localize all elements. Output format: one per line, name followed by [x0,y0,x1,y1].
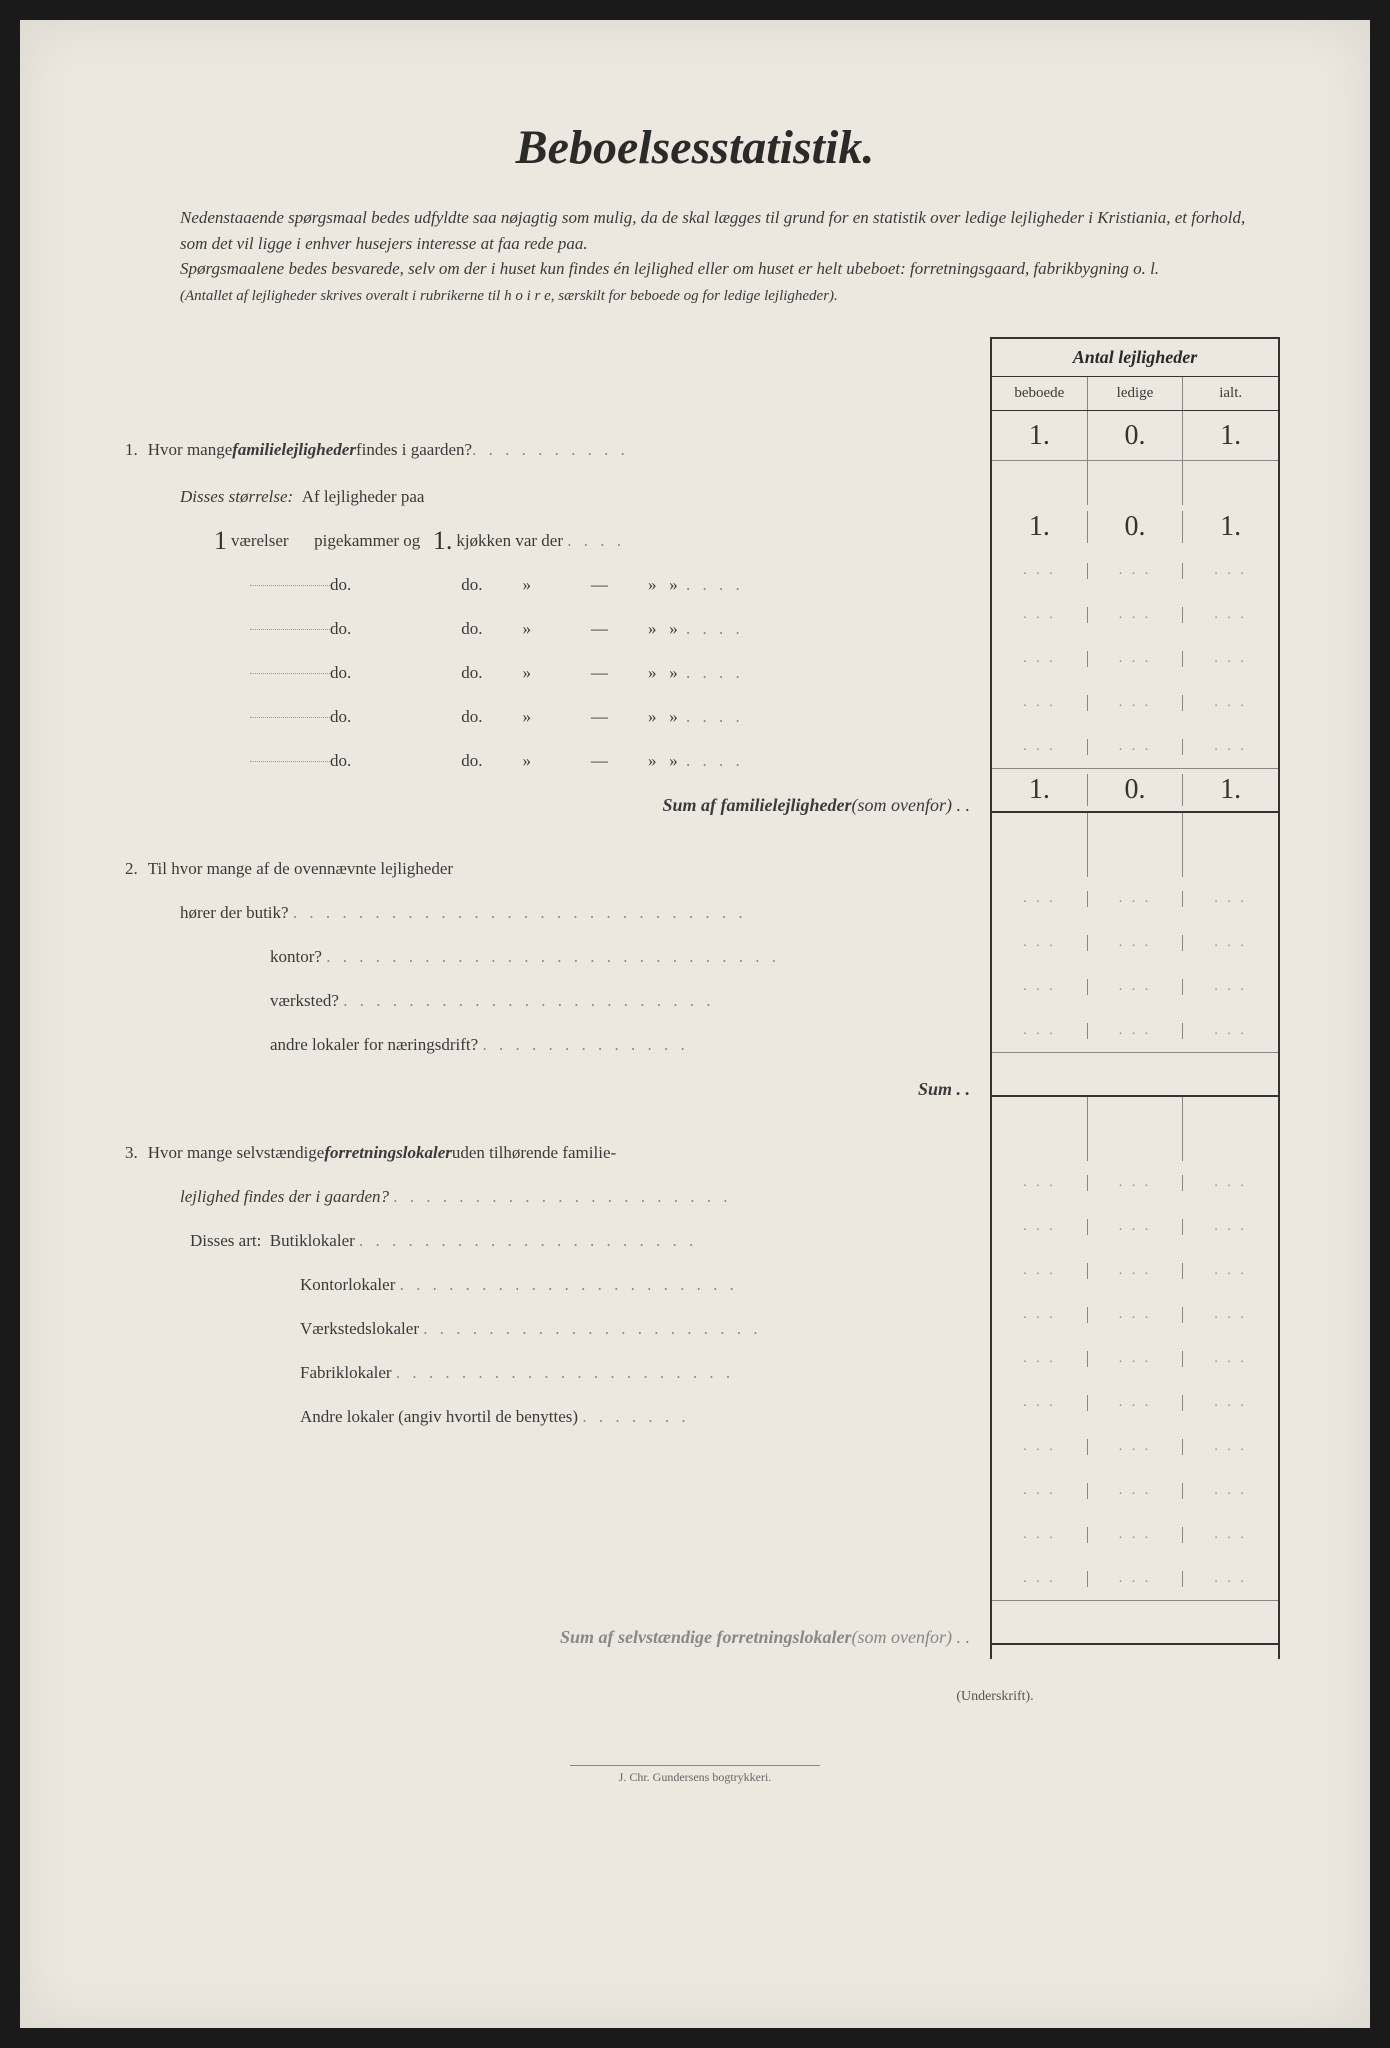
col-ledige: ledige [1088,377,1184,410]
q2-butik: hører der butik? . . . . . . . . . . . .… [110,891,980,935]
signature-label: (Underskrift). [710,1689,1280,1705]
document-page: Beboelsesstatistik. Nedenstaaende spørgs… [20,20,1370,2028]
r-do5: . . .. . .. . . [992,725,1278,769]
q3-blank3 [110,1527,980,1571]
r-do4: . . .. . .. . . [992,681,1278,725]
q1-disses: Disses størrelse: Af lejligheder paa [110,475,980,519]
r-q3-sp [992,1097,1278,1161]
r-q2-sum [992,1053,1278,1097]
r-q3-b2: . . .. . .. . . [992,1469,1278,1513]
q2-andre: andre lokaler for næringsdrift? . . . . … [110,1023,980,1067]
q2-sum: Sum . . [110,1067,980,1111]
intro-p2: Spørgsmaalene bedes besvarede, selv om d… [180,259,1159,278]
form-table: 1. Hvor mange familielejligheder findes … [110,337,1280,1659]
q1-sum: Sum af familielejligheder (som ovenfor) … [110,783,980,827]
r-q2-sp [992,813,1278,877]
q3-vaerksted: Værkstedslokaler . . . . . . . . . . . .… [110,1307,980,1351]
page-title: Beboelsesstatistik. [110,120,1280,175]
q3-blank4 [110,1571,980,1615]
q1-do5: do. do. » — » » . . . . [110,739,980,783]
r-q3-2: . . .. . .. . . [992,1205,1278,1249]
counts-column: Antal lejligheder beboede ledige ialt. 1… [990,337,1280,1659]
q1-row1: 1 værelser pigekammer og 1. kjøkken var … [110,519,980,563]
intro-p1: Nedenstaaende spørgsmaal bedes udfyldte … [180,208,1245,253]
col-beboede: beboede [992,377,1088,410]
r-do3: . . .. . .. . . [992,637,1278,681]
q1-do2: do. do. » — » » . . . . [110,607,980,651]
r-q3-b4: . . .. . .. . . [992,1557,1278,1601]
r-q3-5: . . .. . .. . . [992,1337,1278,1381]
q3-andre: Andre lokaler (angiv hvortil de benyttes… [110,1395,980,1439]
questions-column: 1. Hvor mange familielejligheder findes … [110,337,990,1659]
q1-do1: do. do. » — » » . . . . [110,563,980,607]
col-header-main: Antal lejligheder [992,339,1278,377]
intro-paragraph: Nedenstaaende spørgsmaal bedes udfyldte … [110,205,1280,307]
r-q3-sum [992,1601,1278,1645]
printer-credit: J. Chr. Gundersens bogtrykkeri. [570,1765,820,1785]
r-q3-b1: . . .. . .. . . [992,1425,1278,1469]
q2-vaerksted: værksted? . . . . . . . . . . . . . . . … [110,979,980,1023]
r-q1-2: 1. 0. 1. [992,505,1278,549]
r-q2-1: . . .. . .. . . [992,877,1278,921]
q2-line: 2. Til hvor mange af de ovennævnte lejli… [110,847,980,891]
r-spacer1 [992,461,1278,505]
q3-lejlighed: lejlighed findes der i gaarden? . . . . … [110,1175,980,1219]
q1-line: 1. Hvor mange familielejligheder findes … [110,425,980,475]
r-q3-6: . . .. . .. . . [992,1381,1278,1425]
r-do2: . . .. . .. . . [992,593,1278,637]
r-q1-1: 1. 0. 1. [992,411,1278,461]
q3-sum: Sum af selvstændige forretningslokaler (… [110,1615,980,1659]
col-sub-headers: beboede ledige ialt. [992,377,1278,411]
col-ialt: ialt. [1183,377,1278,410]
r-do1: . . .. . .. . . [992,549,1278,593]
r-q2-2: . . .. . .. . . [992,921,1278,965]
q3-line: 3. Hvor mange selvstændige forretningslo… [110,1131,980,1175]
r-q1-sum: 1. 0. 1. [992,769,1278,813]
r-q3-4: . . .. . .. . . [992,1293,1278,1337]
q3-kontor: Kontorlokaler . . . . . . . . . . . . . … [110,1263,980,1307]
r-q2-4: . . .. . .. . . [992,1009,1278,1053]
r-q3-1: . . .. . .. . . [992,1161,1278,1205]
q1-do4: do. do. » — » » . . . . [110,695,980,739]
q3-blank1 [110,1439,980,1483]
q3-fabrik: Fabriklokaler . . . . . . . . . . . . . … [110,1351,980,1395]
q2-kontor: kontor? . . . . . . . . . . . . . . . . … [110,935,980,979]
r-q3-b3: . . .. . .. . . [992,1513,1278,1557]
r-q2-3: . . .. . .. . . [992,965,1278,1009]
q1-do3: do. do. » — » » . . . . [110,651,980,695]
intro-p3: (Antallet af lejligheder skrives overalt… [180,288,838,304]
r-q3-3: . . .. . .. . . [992,1249,1278,1293]
q3-blank2 [110,1483,980,1527]
q3-disses: Disses art: Butiklokaler . . . . . . . .… [110,1219,980,1263]
